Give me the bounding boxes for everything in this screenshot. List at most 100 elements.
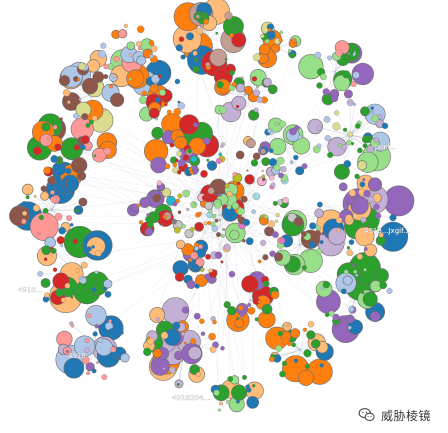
graph-node	[200, 331, 206, 336]
graph-node	[84, 347, 90, 353]
graph-node	[93, 154, 97, 158]
graph-node	[361, 291, 365, 295]
graph-edge	[347, 134, 351, 164]
graph-node	[86, 246, 92, 252]
graph-node	[54, 143, 62, 151]
graph-node	[62, 92, 81, 111]
graph-node	[147, 336, 151, 340]
graph-node	[317, 201, 323, 208]
graph-node	[327, 227, 346, 246]
graph-node	[55, 288, 65, 297]
graph-node	[291, 342, 296, 348]
graph-node	[150, 45, 158, 53]
graph-node	[40, 278, 51, 288]
graph-node	[181, 306, 190, 314]
graph-node	[338, 182, 348, 192]
graph-node	[229, 229, 240, 240]
graph-node	[235, 399, 240, 404]
graph-node	[203, 18, 210, 25]
graph-node	[343, 160, 352, 168]
graph-node	[346, 139, 352, 146]
graph-node	[252, 384, 256, 388]
graph-node	[91, 245, 95, 249]
graph-edge	[97, 232, 250, 289]
graph-node	[155, 317, 160, 322]
graph-node	[126, 41, 136, 51]
graph-node	[147, 221, 154, 228]
graph-node	[202, 137, 211, 145]
graph-node	[126, 69, 145, 88]
graph-node	[314, 208, 324, 218]
graph-node	[136, 203, 141, 208]
graph-node	[231, 384, 248, 401]
graph-node	[97, 337, 104, 343]
graph-edge	[230, 213, 320, 221]
graph-node	[97, 49, 106, 58]
graph-node	[95, 250, 102, 257]
graph-node	[348, 305, 355, 313]
graph-node	[291, 38, 297, 43]
graph-node	[187, 127, 192, 132]
graph-node	[218, 152, 223, 157]
graph-node	[324, 135, 331, 142]
graph-node	[269, 250, 276, 257]
graph-node	[315, 225, 321, 231]
graph-node	[102, 108, 106, 112]
graph-node	[174, 136, 188, 150]
graph-edge	[329, 57, 336, 73]
graph-node	[321, 231, 325, 236]
graph-node	[64, 282, 71, 289]
graph-node	[357, 147, 363, 154]
graph-node	[308, 241, 316, 249]
graph-node	[119, 330, 124, 335]
graph-node	[128, 77, 132, 81]
graph-node	[211, 214, 217, 219]
graph-node	[280, 166, 287, 173]
graph-node	[224, 57, 228, 61]
graph-node	[172, 321, 181, 330]
graph-node	[246, 396, 259, 409]
graph-node	[262, 280, 270, 288]
graph-node	[227, 306, 237, 316]
graph-node	[276, 156, 285, 165]
graph-node	[268, 148, 274, 154]
graph-node	[128, 53, 133, 57]
graph-node	[193, 202, 197, 206]
graph-node	[242, 238, 246, 243]
wechat-logo-icon	[358, 408, 375, 422]
graph-node	[224, 11, 233, 20]
graph-node	[254, 317, 259, 322]
graph-node	[303, 349, 312, 358]
graph-node	[295, 166, 305, 176]
graph-edge	[327, 134, 351, 139]
graph-node	[300, 231, 307, 237]
graph-node	[314, 51, 322, 59]
graph-node	[47, 176, 57, 186]
graph-node	[90, 277, 97, 284]
graph-node	[154, 96, 161, 103]
graph-node	[348, 189, 356, 197]
graph-node	[320, 286, 325, 290]
graph-node	[229, 21, 240, 31]
graph-node	[228, 270, 236, 278]
graph-edge	[34, 196, 53, 211]
graph-node	[301, 163, 308, 170]
graph-edge	[349, 104, 355, 136]
graph-node	[59, 117, 63, 121]
graph-node	[57, 158, 62, 162]
graph-node	[345, 214, 353, 222]
graph-node	[336, 228, 341, 233]
graph-node	[86, 236, 106, 256]
graph-node	[104, 364, 108, 368]
graph-node	[174, 158, 179, 163]
graph-node	[219, 401, 223, 406]
graph-node	[259, 43, 271, 55]
graph-node	[372, 225, 378, 231]
graph-node	[78, 276, 82, 280]
graph-node	[56, 236, 65, 245]
graph-node	[250, 159, 259, 167]
graph-node	[261, 303, 273, 315]
graph-node	[203, 221, 208, 226]
graph-node	[289, 160, 294, 165]
